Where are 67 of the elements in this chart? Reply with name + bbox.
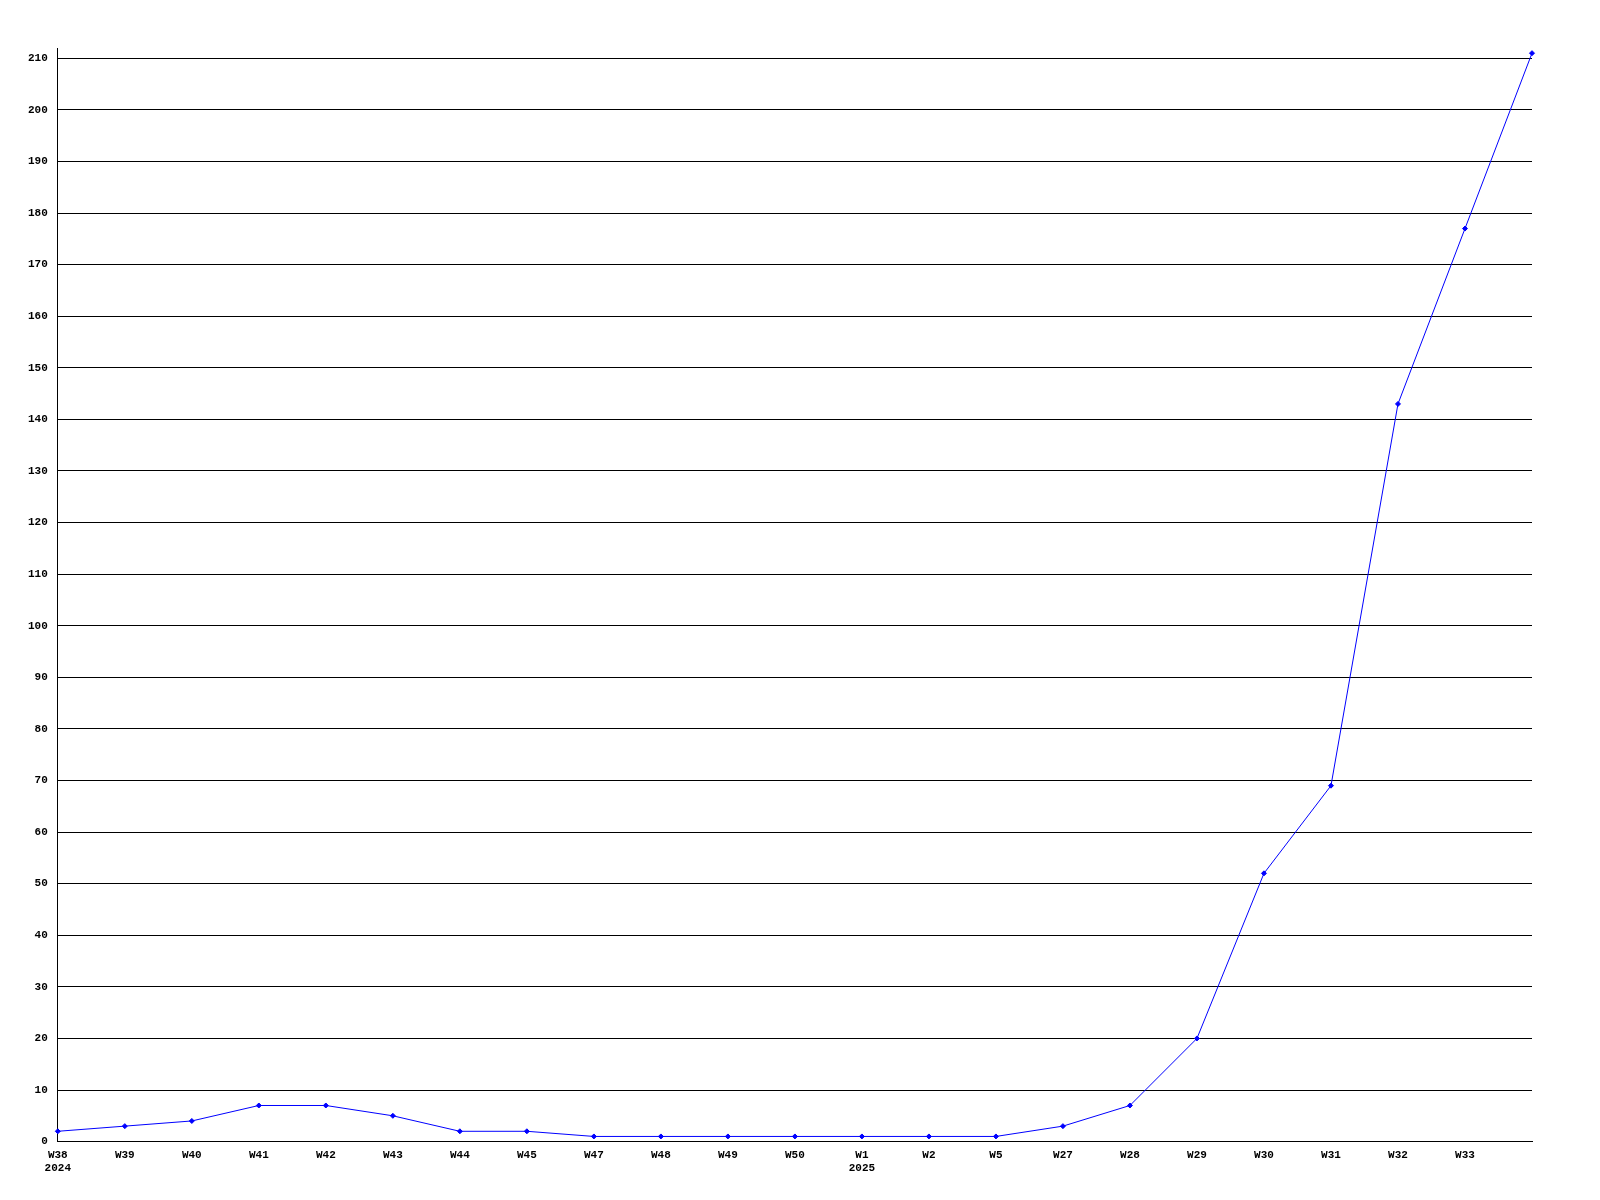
- y-tick-label: 0: [41, 1135, 48, 1148]
- x-tick-label: W43: [382, 1148, 404, 1161]
- x-tick-label: W40: [181, 1148, 202, 1161]
- y-tick-label: 100: [27, 619, 48, 632]
- y-tick-label: 170: [27, 258, 48, 271]
- y-tick-label: 150: [27, 361, 48, 374]
- point: [389, 1112, 396, 1119]
- point: [590, 1133, 597, 1140]
- point: [1327, 782, 1334, 789]
- y-tick-label: 10: [34, 1083, 48, 1096]
- x-tick-label: W50: [785, 1148, 805, 1161]
- point: [1126, 1102, 1133, 1109]
- point: [925, 1133, 932, 1140]
- point: [724, 1133, 731, 1140]
- point: [1193, 1035, 1200, 1042]
- x-tick-label: W1 2025: [848, 1148, 876, 1175]
- point: [791, 1133, 798, 1140]
- point: [523, 1128, 530, 1135]
- y-tick-label: 200: [27, 103, 48, 116]
- x-tick-label: W47: [583, 1148, 604, 1161]
- x-tick-label: W5: [989, 1148, 1003, 1161]
- x-tick-label: W42: [315, 1148, 336, 1161]
- x-tick-label: W2: [922, 1148, 936, 1161]
- x-tick-label: W29: [1187, 1148, 1207, 1161]
- y-tick-label: 50: [34, 877, 48, 890]
- y-tick-label: 140: [27, 413, 48, 426]
- x-tick-label: W44: [449, 1148, 471, 1161]
- x-tick-label: W41: [248, 1148, 270, 1161]
- point: [255, 1102, 262, 1109]
- x-tick-label: W33: [1455, 1148, 1476, 1161]
- y-tick-label: 30: [34, 980, 48, 993]
- point: [1059, 1123, 1066, 1130]
- point: [992, 1133, 999, 1140]
- point: [456, 1128, 463, 1135]
- y-tick-label: 190: [27, 155, 48, 168]
- x-tick-label: W48: [650, 1148, 672, 1161]
- y-tick-label: 40: [34, 929, 48, 942]
- y-tick-label: 210: [27, 52, 48, 65]
- x-tick-label: W31: [1321, 1148, 1342, 1161]
- y-tick-label: 180: [27, 206, 48, 219]
- x-tick-label: W32: [1388, 1148, 1408, 1161]
- x-tick-label: W30: [1254, 1148, 1274, 1161]
- x-tick-label: W28: [1120, 1148, 1141, 1161]
- point: [322, 1102, 329, 1109]
- point: [1260, 870, 1267, 877]
- y-tick-label: 70: [34, 774, 48, 787]
- y-tick-label: 20: [34, 1032, 48, 1045]
- y-tick-label: 90: [34, 671, 48, 684]
- x-tick-label: W38 2024: [44, 1148, 72, 1175]
- point: [1394, 400, 1401, 407]
- y-tick-label: 160: [27, 310, 48, 323]
- y-tick-label: 110: [27, 567, 48, 580]
- point: [858, 1133, 865, 1140]
- point: [54, 1128, 61, 1135]
- y-tick-label: 80: [34, 722, 48, 735]
- x-tick-label: W27: [1053, 1148, 1073, 1161]
- point: [1461, 225, 1468, 232]
- y-tick-label: 60: [34, 825, 48, 838]
- x-tick-label: W39: [114, 1148, 135, 1161]
- x-tick-label: W49: [717, 1148, 738, 1161]
- point: [188, 1117, 195, 1124]
- point: [121, 1123, 128, 1130]
- x-tick-label: W45: [516, 1148, 538, 1161]
- point: [657, 1133, 664, 1140]
- y-tick-label: 120: [27, 516, 48, 529]
- point: [1529, 50, 1535, 57]
- y-tick-label: 130: [27, 464, 48, 477]
